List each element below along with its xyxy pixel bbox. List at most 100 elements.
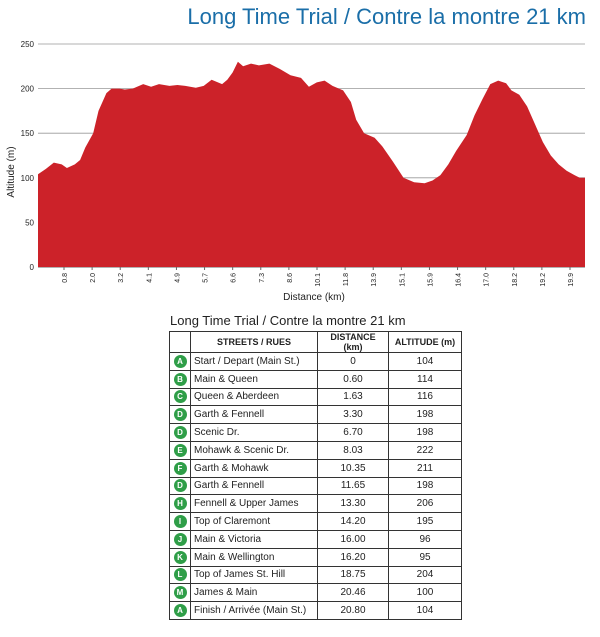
street-cell: Main & Queen bbox=[190, 369, 318, 389]
route-marker-icon: D bbox=[173, 408, 187, 422]
distance-header: DISTANCE (km) bbox=[317, 331, 389, 353]
route-table: STREETS / RUES DISTANCE (km) ALTITUDE (m… bbox=[169, 331, 462, 620]
street-cell: Finish / Arrivée (Main St.) bbox=[190, 601, 318, 620]
route-marker-icon: M bbox=[173, 586, 187, 600]
table-row: K Main & Wellington 16.20 95 bbox=[169, 547, 462, 567]
table-row: H Fennell & Upper James 13.30 206 bbox=[169, 494, 462, 514]
marker-cell: A bbox=[169, 352, 191, 371]
marker-cell: D bbox=[169, 423, 191, 442]
marker-header bbox=[169, 331, 191, 353]
altitude-cell: 198 bbox=[388, 405, 462, 425]
altitude-cell: 195 bbox=[388, 512, 462, 531]
x-tick-label: 7.3 bbox=[259, 273, 266, 283]
distance-cell: 14.20 bbox=[317, 512, 389, 531]
route-marker-icon: J bbox=[173, 532, 187, 546]
distance-cell: 0 bbox=[317, 352, 389, 371]
table-row: A Start / Depart (Main St.) 0 104 bbox=[169, 352, 462, 371]
route-marker-icon: C bbox=[173, 390, 187, 404]
elevation-chart: 0 50 100 150 200 250 0.8 2.0 3.2 4.1 4.9 5.7 6.6 7.3… bbox=[6, 40, 585, 303]
x-tick-label: 0.8 bbox=[62, 273, 69, 283]
route-marker-icon: F bbox=[173, 461, 187, 475]
street-cell: Garth & Mohawk bbox=[190, 458, 318, 478]
distance-cell: 18.75 bbox=[317, 565, 389, 585]
street-cell: Garth & Fennell bbox=[190, 476, 318, 496]
x-tick-label: 2.0 bbox=[90, 273, 97, 283]
marker-cell: B bbox=[169, 369, 191, 389]
y-axis: 0 50 100 150 200 250 bbox=[21, 40, 35, 272]
altitude-cell: 211 bbox=[388, 458, 462, 478]
altitude-cell: 114 bbox=[388, 369, 462, 389]
marker-cell: J bbox=[169, 529, 191, 549]
x-tick-label: 19.9 bbox=[568, 273, 575, 287]
table-body: A Start / Depart (Main St.) 0 104 B Main & Qu… bbox=[169, 352, 462, 620]
x-tick-label: 15.9 bbox=[427, 273, 434, 287]
distance-cell: 10.35 bbox=[317, 458, 389, 478]
marker-cell: D bbox=[169, 405, 191, 425]
x-tick-label: 3.2 bbox=[118, 273, 125, 283]
x-tick-label: 15.1 bbox=[399, 273, 406, 287]
x-tick-label: 17.0 bbox=[484, 273, 491, 287]
distance-cell: 16.00 bbox=[317, 529, 389, 549]
route-marker-icon: E bbox=[173, 443, 187, 457]
x-tick-label: 11.8 bbox=[343, 273, 350, 286]
street-cell: Main & Victoria bbox=[190, 529, 318, 549]
altitude-cell: 104 bbox=[388, 352, 462, 371]
table-row: D Garth & Fennell 3.30 198 bbox=[169, 405, 462, 425]
table-row: J Main & Victoria 16.00 96 bbox=[169, 529, 462, 549]
street-cell: Fennell & Upper James bbox=[190, 494, 318, 514]
x-tick-label: 4.9 bbox=[174, 273, 181, 283]
x-tick-label: 10.1 bbox=[315, 273, 322, 287]
table-row: C Queen & Aberdeen 1.63 116 bbox=[169, 387, 462, 407]
y-tick-label: 50 bbox=[25, 218, 34, 227]
altitude-cell: 100 bbox=[388, 583, 462, 603]
table-row: I Top of Claremont 14.20 195 bbox=[169, 512, 462, 531]
street-cell: Garth & Fennell bbox=[190, 405, 318, 425]
table-header-row: STREETS / RUES DISTANCE (km) ALTITUDE (m… bbox=[169, 331, 462, 353]
route-marker-icon: D bbox=[173, 426, 187, 440]
marker-cell: K bbox=[169, 547, 191, 567]
x-tick-label: 13.9 bbox=[371, 273, 378, 287]
altitude-cell: 95 bbox=[388, 547, 462, 567]
distance-cell: 11.65 bbox=[317, 476, 389, 496]
route-marker-icon: L bbox=[173, 568, 187, 582]
distance-cell: 6.70 bbox=[317, 423, 389, 442]
streets-header: STREETS / RUES bbox=[190, 331, 318, 353]
altitude-cell: 198 bbox=[388, 476, 462, 496]
street-cell: Top of James St. Hill bbox=[190, 565, 318, 585]
route-marker-icon: I bbox=[173, 515, 187, 529]
x-tick-label: 5.7 bbox=[203, 273, 210, 283]
altitude-cell: 116 bbox=[388, 387, 462, 407]
table-row: E Mohawk & Scenic Dr. 8.03 222 bbox=[169, 440, 462, 460]
distance-cell: 16.20 bbox=[317, 547, 389, 567]
street-cell: James & Main bbox=[190, 583, 318, 603]
x-tick-label: 4.1 bbox=[146, 273, 153, 283]
marker-cell: F bbox=[169, 458, 191, 478]
y-tick-label: 100 bbox=[21, 174, 35, 183]
x-axis-label: Distance (km) bbox=[283, 292, 345, 303]
route-marker-icon: A bbox=[173, 354, 187, 368]
marker-cell: D bbox=[169, 476, 191, 496]
altitude-cell: 204 bbox=[388, 565, 462, 585]
street-cell: Mohawk & Scenic Dr. bbox=[190, 440, 318, 460]
y-tick-label: 250 bbox=[21, 40, 35, 49]
distance-cell: 20.80 bbox=[317, 601, 389, 620]
page-title: Long Time Trial / Contre la montre 21 km bbox=[187, 4, 586, 29]
table-title: Long Time Trial / Contre la montre 21 km bbox=[170, 313, 406, 328]
street-cell: Start / Depart (Main St.) bbox=[190, 352, 318, 371]
altitude-cell: 222 bbox=[388, 440, 462, 460]
table-row: D Scenic Dr. 6.70 198 bbox=[169, 423, 462, 442]
route-marker-icon: D bbox=[173, 479, 187, 493]
table-row: L Top of James St. Hill 18.75 204 bbox=[169, 565, 462, 585]
marker-cell: E bbox=[169, 440, 191, 460]
altitude-header: ALTITUDE (m) bbox=[388, 331, 462, 353]
table-row: B Main & Queen 0.60 114 bbox=[169, 369, 462, 389]
street-cell: Top of Claremont bbox=[190, 512, 318, 531]
altitude-cell: 206 bbox=[388, 494, 462, 514]
x-tick-label: 16.4 bbox=[456, 273, 463, 287]
route-marker-icon: K bbox=[173, 550, 187, 564]
street-cell: Queen & Aberdeen bbox=[190, 387, 318, 407]
y-tick-label: 0 bbox=[30, 263, 35, 272]
distance-cell: 0.60 bbox=[317, 369, 389, 389]
y-axis-label: Altitude (m) bbox=[6, 146, 17, 197]
distance-cell: 8.03 bbox=[317, 440, 389, 460]
